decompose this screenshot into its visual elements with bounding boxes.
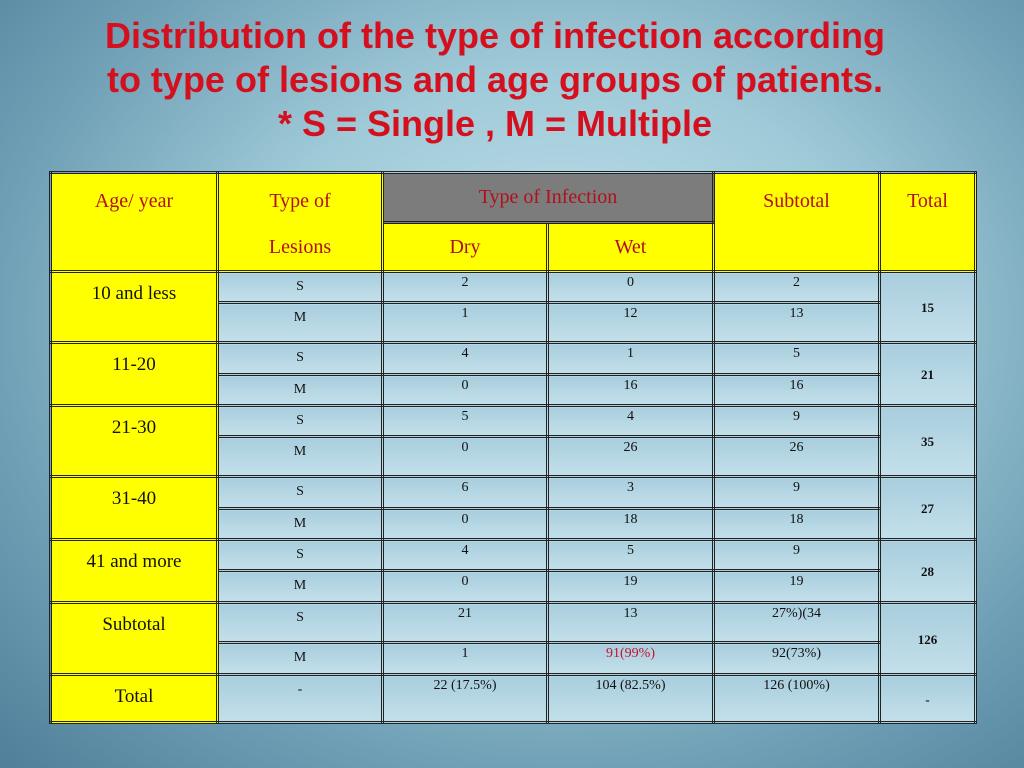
table-row: Subtotal S 21 13 27%)(34 126 <box>49 601 978 676</box>
dry-cell: 21 <box>381 601 549 644</box>
dry-cell: 22 (17.5%) <box>381 673 549 724</box>
subtotal-cell: 126 (100%) <box>712 673 882 724</box>
wet-cell: 26 <box>545 435 716 478</box>
subtotal-cell: 27%)(34 <box>712 601 882 644</box>
header-lesions-line-2: Lesions <box>268 236 332 258</box>
subtotal-cell: 2 <box>712 270 882 304</box>
total-cell: 35 <box>878 404 978 478</box>
subtotal-cell: 26 <box>712 435 882 478</box>
lesion-cell: S <box>216 538 384 572</box>
title-line-1: Distribution of the type of infection ac… <box>105 15 885 56</box>
age-group-cell: 41 and more <box>49 538 219 604</box>
total-cell: 27 <box>878 475 978 541</box>
age-group-cell: 31-40 <box>49 475 219 541</box>
dry-cell: 6 <box>381 475 549 510</box>
table-row: M 0 26 26 <box>51 435 976 478</box>
total-cell: 28 <box>878 538 978 604</box>
table-row: M 0 18 18 <box>51 507 976 541</box>
subtotal-cell: 5 <box>712 341 882 376</box>
lesion-cell: S <box>216 475 384 510</box>
lesion-cell: M <box>216 569 384 604</box>
lesion-cell: M <box>216 641 384 676</box>
wet-cell: 13 <box>545 601 716 644</box>
wet-cell: 3 <box>545 475 716 510</box>
wet-cell: 18 <box>545 507 716 541</box>
wet-cell: 5 <box>545 538 716 572</box>
header-age: Age/ year <box>49 171 219 273</box>
table-row: 31-40 S 6 3 9 27 <box>49 475 978 541</box>
header-dry: Dry <box>381 221 549 273</box>
table-row: M 1 12 13 <box>51 301 976 344</box>
subtotal-cell: 16 <box>712 373 882 407</box>
wet-cell: 19 <box>545 569 716 604</box>
dry-cell: 4 <box>381 538 549 572</box>
table-row: M 0 19 19 <box>51 569 976 604</box>
dry-cell: 0 <box>381 435 549 478</box>
age-group-cell: 21-30 <box>49 404 219 478</box>
lesion-cell: M <box>216 301 384 344</box>
age-group-cell: 11-20 <box>49 341 219 407</box>
infection-distribution-table: Age/ year Type of Lesions Type of Infect… <box>49 170 978 724</box>
header-infection: Type of Infection <box>380 170 716 225</box>
lesion-cell: S <box>216 404 384 438</box>
total-cell: 15 <box>878 270 978 344</box>
header-subtotal: Subtotal <box>712 171 882 273</box>
table-row: M 0 16 16 <box>51 373 976 407</box>
header-total: Total <box>878 171 978 273</box>
data-table-container: Age/ year Type of Lesions Type of Infect… <box>49 170 978 724</box>
dry-cell: 2 <box>381 270 549 304</box>
subtotal-cell: 13 <box>712 301 882 344</box>
table-row: 21-30 S 5 4 9 35 <box>49 404 978 478</box>
dry-cell: 1 <box>381 301 549 344</box>
total-cell: - <box>878 673 978 724</box>
lesion-cell: S <box>216 601 384 644</box>
header-lesions: Type of Lesions <box>216 171 384 273</box>
wet-cell: 104 (82.5%) <box>545 673 716 724</box>
header-row-2: Dry Wet <box>51 221 976 273</box>
subtotal-cell: 19 <box>712 569 882 604</box>
total-label-cell: Total <box>49 673 219 724</box>
lesion-cell: M <box>216 507 384 541</box>
subtotal-cell: 18 <box>712 507 882 541</box>
dry-cell: 0 <box>381 507 549 541</box>
wet-cell: 4 <box>545 404 716 438</box>
dry-cell: 0 <box>381 373 549 407</box>
wet-cell: 12 <box>545 301 716 344</box>
table-row: M 1 91(99%) 92(73%) <box>51 641 976 676</box>
subtotal-cell: 9 <box>712 404 882 438</box>
table-row: 10 and less S 2 0 2 15 <box>49 270 978 344</box>
subtotal-cell: 9 <box>712 475 882 510</box>
lesion-cell: S <box>216 270 384 304</box>
lesion-cell: - <box>216 673 384 724</box>
dry-cell: 0 <box>381 569 549 604</box>
slide-title: Distribution of the type of infection ac… <box>0 14 990 146</box>
age-group-cell: 10 and less <box>49 270 219 344</box>
title-line-2: to type of lesions and age groups of pat… <box>106 59 884 100</box>
total-row: Total - 22 (17.5%) 104 (82.5%) 126 (100%… <box>49 673 978 724</box>
title-line-3: * S = Single , M = Multiple <box>277 103 713 144</box>
subtotal-cell: 9 <box>712 538 882 572</box>
table-row: 41 and more S 4 5 9 28 <box>49 538 978 604</box>
dry-cell: 5 <box>381 404 549 438</box>
lesion-cell: S <box>216 341 384 376</box>
table-row: 11-20 S 4 1 5 21 <box>49 341 978 407</box>
dry-cell: 1 <box>381 641 549 676</box>
subtotal-cell: 92(73%) <box>712 641 882 676</box>
wet-cell: 0 <box>545 270 716 304</box>
wet-cell: 91(99%) <box>545 641 716 676</box>
age-group-cell: Subtotal <box>49 601 219 676</box>
header-row-1: Age/ year Type of Lesions Type of Infect… <box>49 170 978 273</box>
wet-cell: 16 <box>545 373 716 407</box>
dry-cell: 4 <box>381 341 549 376</box>
lesion-cell: M <box>216 373 384 407</box>
total-cell: 21 <box>878 341 978 407</box>
lesion-cell: M <box>216 435 384 478</box>
header-wet: Wet <box>545 221 716 273</box>
wet-cell: 1 <box>545 341 716 376</box>
header-lesions-line-1: Type of <box>269 190 331 212</box>
total-cell: 126 <box>878 601 978 676</box>
